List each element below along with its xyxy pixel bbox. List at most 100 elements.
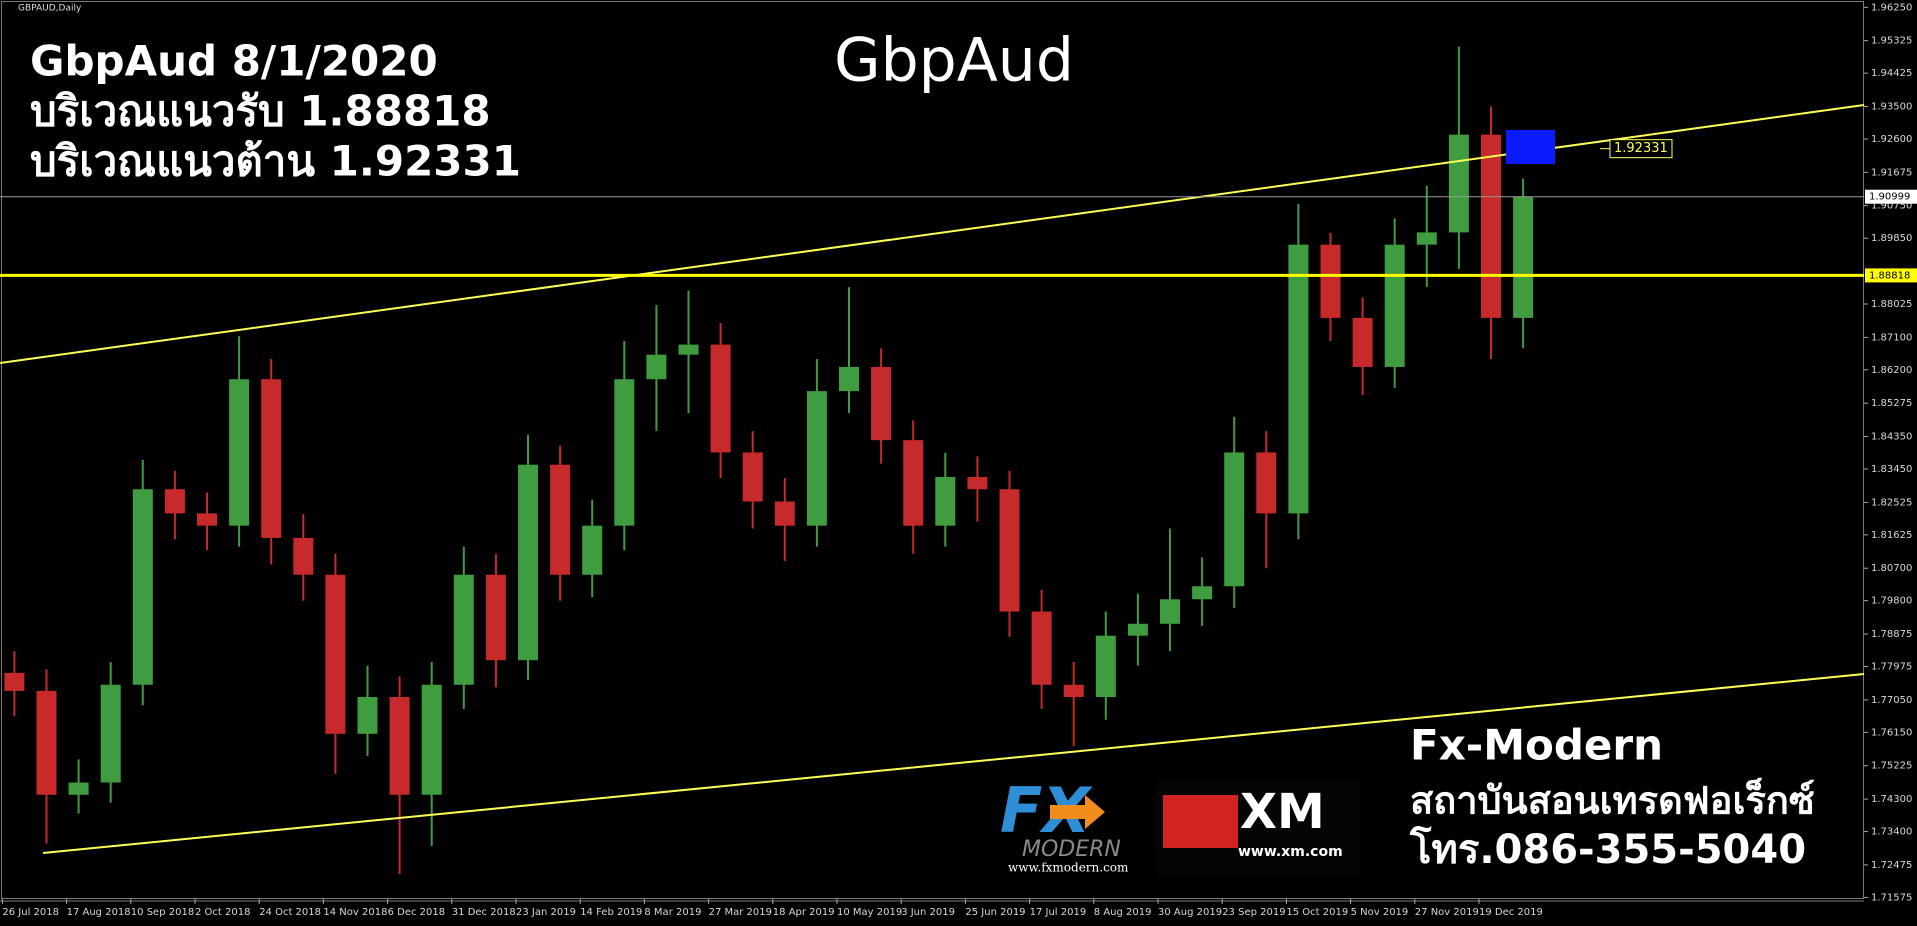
x-tick-label: 10 Sep 2018: [131, 907, 194, 918]
y-tick-label: 1.87100: [1871, 332, 1912, 343]
last-price-label: 1.90999: [1869, 192, 1910, 203]
annotation: บริเวณแนวต้าน 1.92331: [30, 137, 521, 186]
x-tick-label: 8 Aug 2019: [1094, 907, 1152, 918]
x-tick-label: 27 Nov 2019: [1415, 907, 1479, 918]
x-tick-label: 3 Jun 2019: [901, 907, 955, 918]
candle-body: [646, 354, 667, 380]
resistance-box: [1609, 139, 1673, 159]
x-tick-label: 23 Sep 2019: [1222, 907, 1285, 918]
candle-body: [1416, 232, 1437, 245]
y-tick-label: 1.78875: [1871, 629, 1912, 640]
x-tick-label: 14 Nov 2018: [323, 907, 387, 918]
footer-text: Fx-Modern: [1410, 721, 1663, 770]
y-tick-label: 1.89850: [1871, 233, 1912, 244]
support-box: [1865, 268, 1917, 283]
candle-body: [453, 574, 474, 685]
candle-body: [100, 684, 121, 783]
fx-logo-url: www.fxmodern.com: [1008, 861, 1129, 875]
candle-body: [1288, 244, 1309, 514]
x-tick-label: 8 Mar 2019: [644, 907, 701, 918]
y-tick-label: 1.96250: [1871, 2, 1912, 13]
candle-body: [325, 574, 346, 734]
support-label: 1.88818: [1869, 270, 1910, 281]
candle-body: [614, 379, 635, 526]
y-tick-label: 1.84350: [1871, 432, 1912, 443]
x-tick-label: 10 May 2019: [837, 907, 902, 918]
x-tick-label: 23 Jan 2019: [516, 907, 576, 918]
candle-body: [197, 513, 217, 526]
x-tick-label: 15 Oct 2019: [1286, 907, 1348, 918]
candle-body: [1127, 623, 1148, 636]
candle-body: [582, 525, 603, 575]
y-tick-label: 1.79800: [1871, 596, 1912, 607]
footer-text: สถาบันสอนเทรดฟอเร็กซ์: [1410, 778, 1815, 823]
xm-logo-url: www.xm.com: [1238, 844, 1343, 860]
chart-title: GbpAud: [834, 26, 1074, 96]
xm-logo: XM www.xm.com: [1155, 782, 1360, 874]
y-tick-label: 1.83450: [1871, 464, 1912, 475]
candle-body: [1031, 611, 1052, 685]
y-tick-label: 1.71575: [1871, 892, 1912, 903]
x-tick-label: 17 Aug 2018: [67, 907, 131, 918]
candle-body: [678, 344, 699, 355]
candle-body: [967, 476, 988, 490]
candle-body: [518, 464, 538, 661]
fx-logo-name: MODERN: [1022, 837, 1121, 862]
y-tick-label: 1.95325: [1871, 36, 1912, 47]
candle-body: [261, 379, 282, 538]
fx-logo: FX MODERN www.fxmodern.com: [1000, 774, 1129, 874]
candle-body: [774, 501, 795, 526]
y-tick-label: 1.80700: [1871, 563, 1912, 574]
symbol-label: GBPAUD,Daily: [18, 4, 82, 14]
y-tick-label: 1.77975: [1871, 662, 1912, 673]
x-tick-label: 6 Dec 2018: [388, 907, 446, 918]
x-tick-label: 19 Dec 2019: [1479, 907, 1543, 918]
x-tick-label: 2 Oct 2018: [195, 907, 250, 918]
candle-body: [935, 476, 956, 526]
y-tick-label: 1.94425: [1871, 68, 1912, 79]
annotation: บริเวณแนวรับ 1.88818: [30, 87, 491, 136]
candle-body: [742, 452, 763, 502]
x-tick-label: 27 Mar 2019: [709, 907, 772, 918]
y-tick-label: 1.91675: [1871, 167, 1912, 178]
x-tick-label: 14 Feb 2019: [580, 907, 642, 918]
candle-body: [357, 697, 378, 734]
candle-body: [1224, 452, 1245, 587]
candle-body: [999, 489, 1020, 612]
y-tick-label: 1.76150: [1871, 727, 1912, 738]
y-tick-label: 1.77050: [1871, 695, 1912, 706]
y-tick-label: 1.81625: [1871, 530, 1912, 541]
y-tick-label: 1.86200: [1871, 365, 1912, 376]
x-tick-label: 18 Apr 2019: [773, 907, 835, 918]
y-tick-label: 1.82525: [1871, 497, 1912, 508]
candle-body: [1481, 134, 1501, 318]
candle-body: [1513, 196, 1534, 318]
candle-body: [1320, 244, 1341, 318]
candle-body: [68, 782, 89, 795]
last-price-box: [1865, 189, 1917, 204]
candle-body: [806, 391, 827, 526]
x-tick-label: 17 Jul 2019: [1030, 907, 1087, 918]
candle-body: [1384, 244, 1405, 367]
annotation: GbpAud 8/1/2020: [30, 37, 438, 86]
candle-body: [485, 574, 506, 661]
candle-body: [1256, 452, 1277, 514]
y-tick-label: 1.88025: [1871, 299, 1912, 310]
footer-text: โทร.086-355-5040: [1409, 826, 1806, 873]
x-tick-label: 31 Dec 2018: [452, 907, 516, 918]
candle-body: [389, 697, 410, 795]
candle-body: [1192, 586, 1213, 600]
candle-body: [36, 690, 57, 795]
candle-body: [710, 344, 731, 453]
x-tick-label: 30 Aug 2019: [1158, 907, 1222, 918]
candle-body: [871, 366, 892, 441]
y-tick-label: 1.85275: [1871, 398, 1912, 409]
plot-frame: [1, 1, 1864, 899]
candle-body: [293, 537, 314, 575]
xm-logo-text: XM: [1240, 784, 1325, 840]
xm-logo-mark: [1163, 795, 1238, 848]
candle-body: [1063, 684, 1084, 698]
